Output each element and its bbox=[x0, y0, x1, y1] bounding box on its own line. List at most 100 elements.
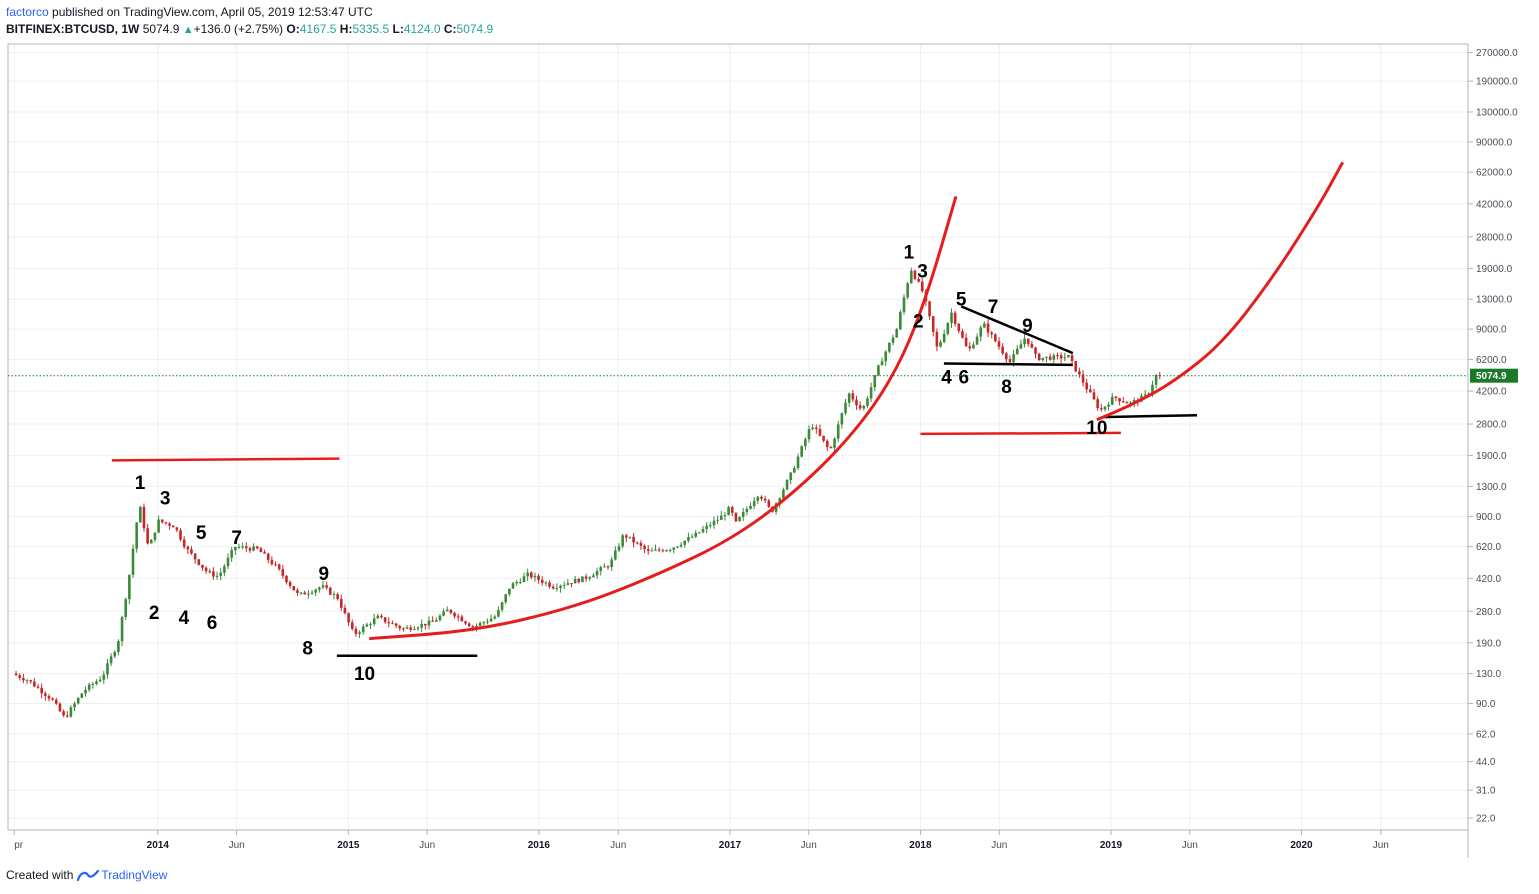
candle-body bbox=[179, 530, 182, 540]
candle-body bbox=[913, 270, 917, 279]
candle-body bbox=[1019, 344, 1023, 349]
candle-body bbox=[986, 323, 990, 333]
candle-body bbox=[438, 615, 442, 621]
candle-body bbox=[493, 616, 497, 619]
y-tick-label: 6200.0 bbox=[1476, 355, 1507, 366]
y-tick-label: 620.0 bbox=[1476, 542, 1501, 553]
open-label: O: bbox=[286, 22, 300, 36]
y-tick-label: 19000.0 bbox=[1476, 264, 1513, 275]
symbol-label[interactable]: BITFINEX:BTCUSD, 1W bbox=[6, 22, 140, 36]
candle-body bbox=[449, 609, 453, 613]
candle-body bbox=[679, 544, 683, 547]
candle-body bbox=[73, 703, 76, 708]
candle-body bbox=[833, 438, 836, 448]
candle-body bbox=[54, 699, 58, 704]
candle-body bbox=[526, 572, 529, 577]
wave-label: 9 bbox=[319, 564, 330, 585]
candle-body bbox=[321, 585, 325, 588]
candle-body bbox=[1154, 375, 1158, 385]
candle-body bbox=[570, 583, 573, 585]
candle-body bbox=[372, 618, 376, 625]
candle-body bbox=[566, 583, 570, 585]
plot-border bbox=[7, 43, 1469, 831]
candle-body bbox=[592, 575, 595, 578]
x-tick-label: pr bbox=[14, 840, 24, 851]
candle-body bbox=[193, 553, 197, 560]
wave-label: 7 bbox=[231, 528, 242, 549]
time-axis[interactable]: pr 2014 Jun 2015 Jun 2016 Jun 2017 Jun 2018 Jun 201… bbox=[13, 830, 1389, 851]
candle-body bbox=[628, 536, 632, 538]
candle-body bbox=[197, 559, 201, 565]
red-level-line bbox=[111, 457, 340, 462]
candle-body bbox=[595, 571, 599, 576]
candle-body bbox=[730, 507, 734, 513]
tradingview-link[interactable]: TradingView bbox=[77, 868, 167, 882]
candle-body bbox=[186, 546, 190, 550]
candle-body bbox=[639, 542, 643, 546]
candle-body bbox=[131, 548, 135, 575]
candle-body bbox=[906, 283, 909, 298]
x-tick-label: 2018 bbox=[909, 840, 932, 851]
candle-body bbox=[1026, 338, 1030, 344]
candle-body bbox=[920, 281, 924, 292]
candle-body bbox=[968, 346, 972, 349]
candle-body bbox=[1008, 359, 1012, 363]
candle-body bbox=[573, 578, 577, 584]
candle-body bbox=[120, 617, 124, 642]
candle-body bbox=[65, 715, 69, 717]
author-link[interactable]: factorco bbox=[6, 5, 49, 19]
candle-body bbox=[325, 585, 328, 588]
candle-body bbox=[427, 620, 431, 626]
candle-body bbox=[237, 546, 241, 548]
candle-body bbox=[917, 278, 920, 282]
candle-body bbox=[376, 615, 380, 619]
black-trend-line bbox=[943, 362, 1073, 367]
candle-body bbox=[347, 613, 350, 623]
candle-body bbox=[160, 519, 164, 523]
candle-body bbox=[741, 511, 745, 517]
candle-body bbox=[687, 537, 690, 541]
candle-body bbox=[62, 711, 65, 716]
candle-body bbox=[1151, 384, 1154, 394]
wave-label: 8 bbox=[1001, 377, 1012, 398]
candle-body bbox=[310, 592, 314, 594]
candle-body bbox=[398, 625, 402, 629]
open-value: 4167.5 bbox=[299, 22, 337, 36]
candle-body bbox=[668, 549, 672, 551]
candle-body bbox=[895, 329, 898, 338]
candle-body bbox=[44, 693, 47, 696]
candle-body bbox=[964, 337, 968, 347]
candle-body bbox=[1089, 389, 1092, 393]
candle-body bbox=[1015, 348, 1019, 355]
price-axis[interactable]: 270000.0 190000.0 130000.0 90000.0 62000.0 42… bbox=[1468, 48, 1518, 825]
candle-body bbox=[738, 516, 741, 522]
last-price-box bbox=[1470, 368, 1518, 383]
candle-body bbox=[266, 553, 270, 560]
candle-body bbox=[665, 550, 668, 552]
candle-body bbox=[263, 552, 266, 554]
candle-body bbox=[453, 612, 456, 617]
candle-body bbox=[288, 582, 292, 587]
candle-body bbox=[508, 588, 511, 595]
candle-body bbox=[434, 620, 438, 622]
candle-body bbox=[244, 546, 248, 549]
candle-body bbox=[1129, 402, 1132, 404]
candle-body bbox=[1074, 361, 1078, 372]
candle-body bbox=[884, 351, 888, 362]
candle-body bbox=[95, 681, 98, 684]
x-tick-label: 2017 bbox=[719, 840, 742, 851]
candle-body bbox=[624, 535, 628, 538]
candle-body bbox=[1110, 396, 1114, 405]
candle-body bbox=[1100, 408, 1103, 410]
candle-body bbox=[1023, 338, 1026, 345]
change-value: +136.0 (+2.75%) bbox=[193, 22, 284, 36]
candle-body bbox=[22, 677, 25, 681]
candle-body bbox=[460, 616, 464, 622]
last-price-marker: 5074.9 bbox=[8, 368, 1518, 383]
candle-body bbox=[519, 582, 522, 584]
candle-body bbox=[716, 519, 719, 521]
y-tick-label: 2800.0 bbox=[1476, 420, 1507, 431]
candle-body bbox=[314, 589, 318, 593]
candle-body bbox=[529, 572, 533, 578]
